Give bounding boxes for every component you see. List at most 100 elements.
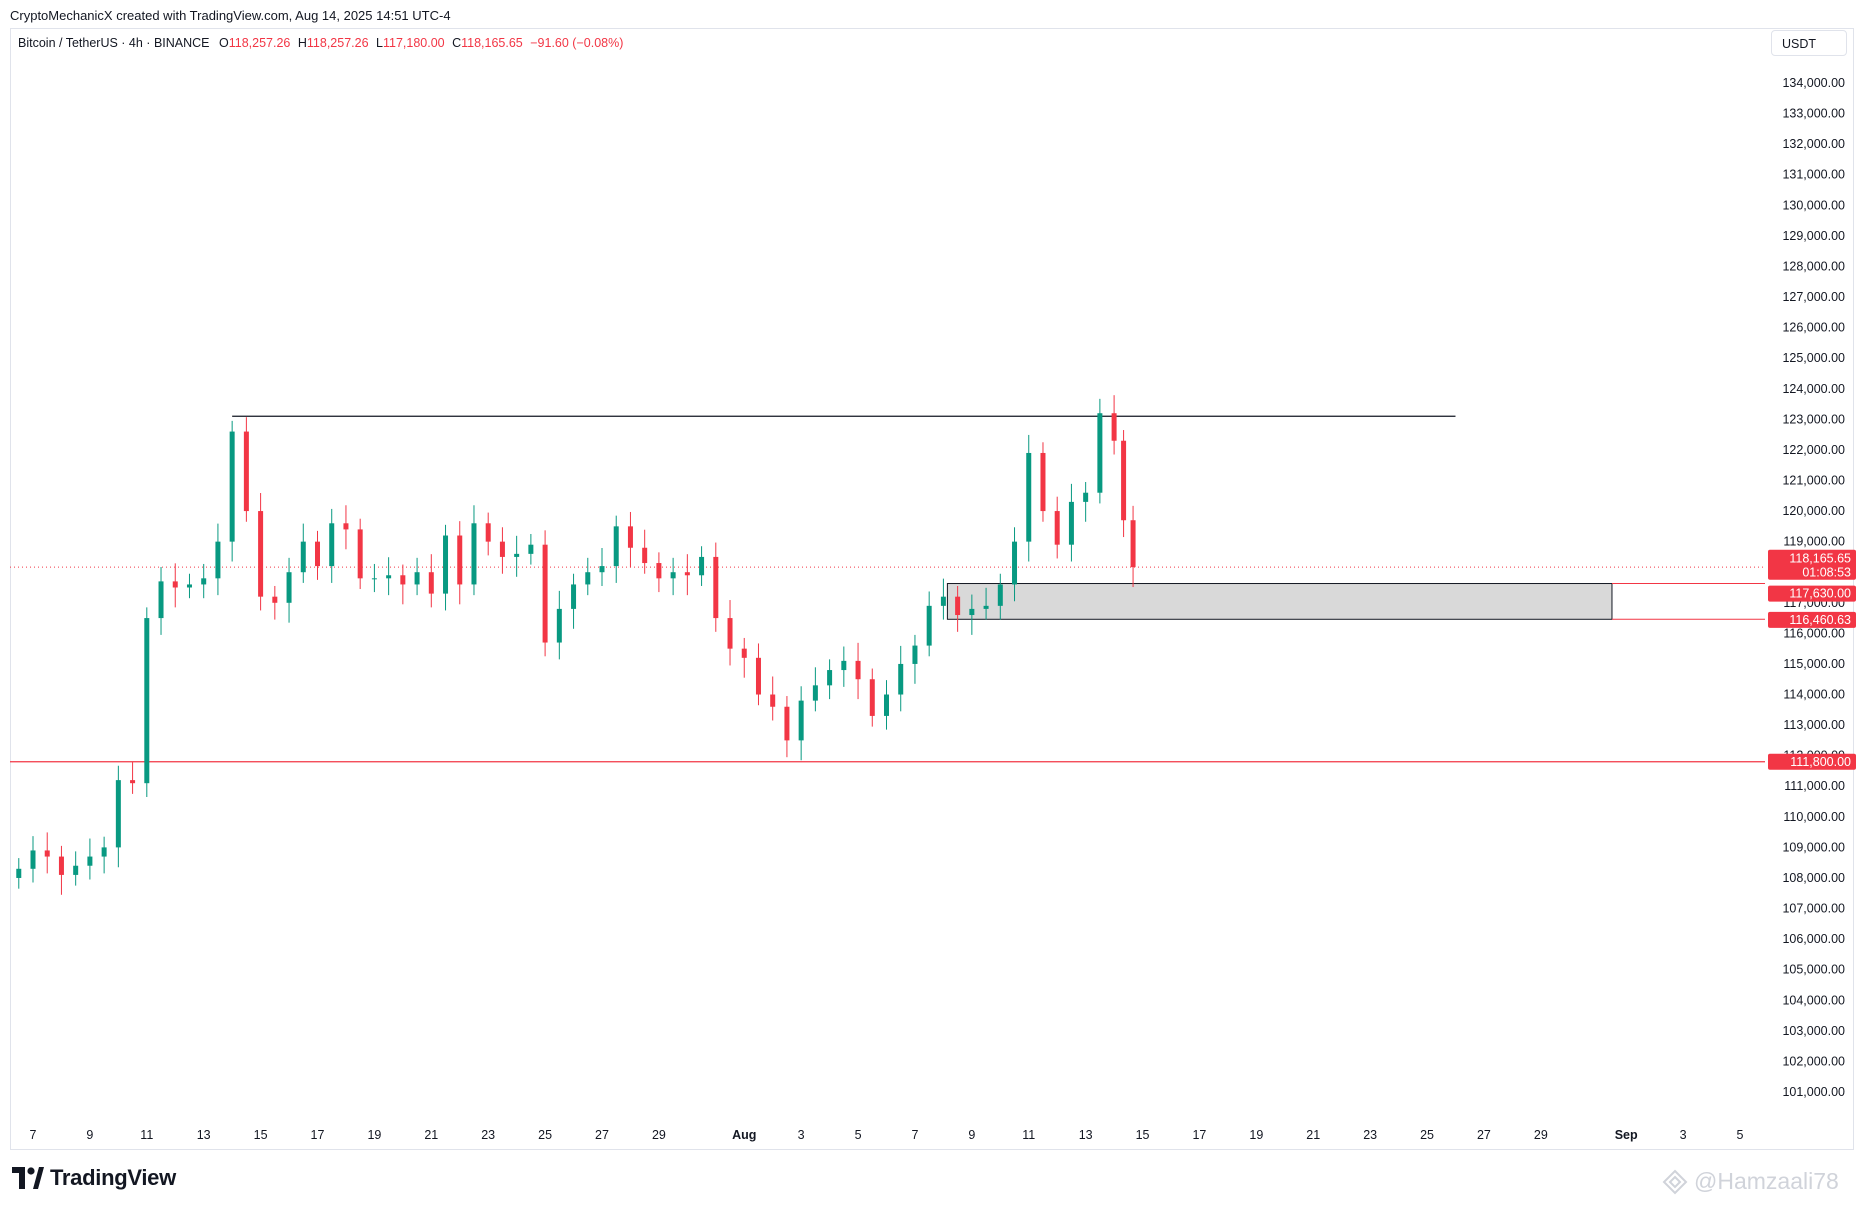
candle-body <box>571 584 577 609</box>
x-tick-label: 25 <box>1420 1128 1434 1142</box>
candle-body <box>812 685 818 701</box>
y-tick-label: 123,000.00 <box>1782 412 1845 426</box>
candle-body <box>884 694 889 716</box>
y-tick-label: 113,000.00 <box>1783 718 1845 732</box>
candle-body <box>414 572 420 585</box>
candle-body <box>741 648 747 658</box>
candle-body <box>16 868 22 878</box>
y-tick-label: 127,000.00 <box>1782 290 1845 304</box>
candle-body <box>44 850 50 857</box>
candle-body <box>215 541 221 579</box>
candle-body <box>997 584 1003 606</box>
candle-body <box>983 605 989 609</box>
x-tick-label: Sep <box>1615 1128 1638 1142</box>
y-tick-label: 104,000.00 <box>1782 993 1845 1007</box>
watermark-text: @Hamzaali78 <box>1694 1168 1839 1194</box>
candle-body <box>1026 452 1032 542</box>
y-tick-label: 119,000.00 <box>1783 535 1845 549</box>
zone-top-tag-bg <box>1768 585 1856 602</box>
tradingview-logo-icon <box>12 1167 44 1189</box>
candle-body <box>457 535 463 585</box>
candle-body <box>1040 452 1046 512</box>
candle-body <box>926 605 932 646</box>
candle-body <box>684 572 690 576</box>
candle-body <box>869 679 875 716</box>
y-tick-label: 133,000.00 <box>1782 107 1845 121</box>
candle-body <box>613 526 619 567</box>
symbol-title: Bitcoin / TetherUS · 4h · BINANCE <box>18 36 210 50</box>
candle-body <box>585 572 591 585</box>
x-tick-label: 23 <box>481 1128 495 1142</box>
candle-body <box>73 865 79 875</box>
candle-body <box>1130 520 1136 568</box>
candle-body <box>58 856 64 875</box>
x-tick-label: 19 <box>1249 1128 1263 1142</box>
candle-body <box>1068 501 1074 545</box>
candle-body <box>827 670 833 686</box>
candle-body <box>357 529 363 579</box>
change-value: −91.60 (−0.08%) <box>530 36 624 50</box>
demand-zone[interactable] <box>946 583 1613 620</box>
candle-body <box>1097 413 1103 493</box>
x-tick-label: 29 <box>1534 1128 1548 1142</box>
y-tick-label: 103,000.00 <box>1782 1024 1845 1038</box>
x-tick-label: 13 <box>197 1128 211 1142</box>
x-tick-label: 9 <box>968 1128 975 1142</box>
y-tick-label: 124,000.00 <box>1782 382 1845 396</box>
y-tick-label: 109,000.00 <box>1782 840 1845 854</box>
candle-body <box>243 431 249 512</box>
candle-body <box>1121 440 1127 521</box>
x-tick-label: 21 <box>1306 1128 1320 1142</box>
zone-bottom-tag: 116,460.63 <box>1789 613 1851 627</box>
candle-body <box>1012 541 1018 585</box>
candle-body <box>1111 413 1117 441</box>
candle-body <box>627 526 633 548</box>
x-tick-label: 25 <box>538 1128 552 1142</box>
candle-body <box>101 847 107 857</box>
candle-body <box>499 541 505 557</box>
x-tick-label: 3 <box>1680 1128 1687 1142</box>
currency-button[interactable]: USDT <box>1771 30 1847 56</box>
high-label: H <box>297 36 307 50</box>
candle-body <box>528 544 534 554</box>
zone-bottom-tag-bg <box>1768 611 1856 628</box>
y-tick-label: 130,000.00 <box>1782 198 1845 212</box>
y-tick-label: 128,000.00 <box>1782 259 1845 273</box>
x-tick-label: 27 <box>595 1128 609 1142</box>
candle-body <box>542 544 548 643</box>
candle-body <box>1083 492 1089 502</box>
candle-body <box>201 578 207 585</box>
candle-body <box>115 780 121 848</box>
candle-body <box>727 618 733 649</box>
support-tag: 111,800.00 <box>1790 755 1851 769</box>
candle-body <box>300 541 306 573</box>
y-tick-label: 105,000.00 <box>1782 963 1845 977</box>
candle-body <box>443 535 449 594</box>
x-tick-label: 29 <box>652 1128 666 1142</box>
candle-body <box>329 523 335 567</box>
support-tag-bg <box>1768 753 1856 770</box>
binance-square-icon <box>1662 1169 1688 1194</box>
candle-body <box>172 581 178 588</box>
y-tick-label: 107,000.00 <box>1782 902 1845 916</box>
x-tick-label: 15 <box>254 1128 268 1142</box>
y-tick-label: 132,000.00 <box>1782 137 1845 151</box>
y-tick-label: 111,000.00 <box>1784 779 1845 793</box>
candle-body <box>556 608 562 643</box>
x-tick-label: Aug <box>732 1128 756 1142</box>
x-tick-label: 27 <box>1477 1128 1491 1142</box>
y-tick-label: 122,000.00 <box>1782 443 1845 457</box>
x-tick-label: 7 <box>911 1128 918 1142</box>
candle-body <box>699 556 705 576</box>
tradingview-brand[interactable]: TradingView <box>12 1165 176 1191</box>
candle-body <box>855 660 861 680</box>
candle-body <box>400 575 406 585</box>
candle-body <box>30 850 36 869</box>
y-tick-label: 110,000.00 <box>1783 810 1845 824</box>
candle-body <box>130 780 136 784</box>
current-price-tag-countdown: 01:08:53 <box>1802 566 1851 580</box>
candle-body <box>144 618 150 784</box>
candle-body <box>770 694 776 707</box>
symbol-legend[interactable]: Bitcoin / TetherUS · 4h · BINANCE O118,2… <box>18 36 623 50</box>
